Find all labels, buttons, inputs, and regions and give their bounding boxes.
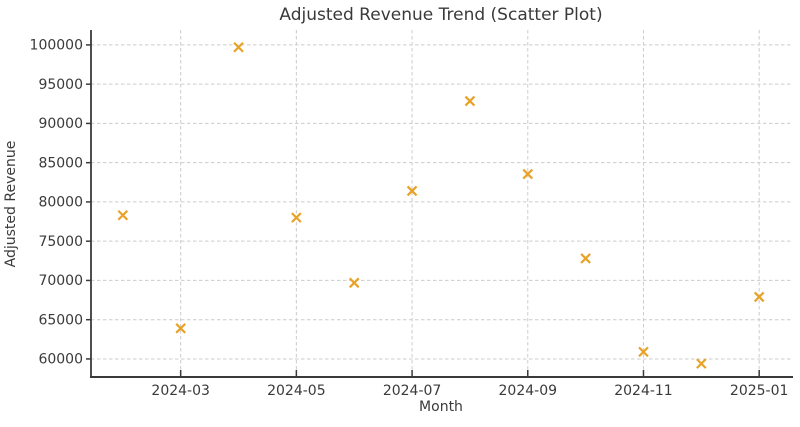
- x-marker-stroke: [291, 212, 302, 223]
- y-tick-label: 70000: [38, 273, 83, 289]
- data-point-2024-08: [464, 95, 476, 107]
- x-marker-stroke: [638, 346, 649, 358]
- y-tick-label: 65000: [38, 312, 83, 328]
- data-point-2024-11: [638, 346, 649, 358]
- x-tick-label: 2024-07: [383, 383, 442, 399]
- data-point-2024-09: [522, 168, 534, 180]
- chart-title: Adjusted Revenue Trend (Scatter Plot): [279, 5, 603, 25]
- x-marker-stroke: [406, 185, 418, 197]
- x-axis-label: Month: [419, 399, 463, 415]
- data-point-2025-01: [753, 291, 765, 303]
- data-point-2024-03: [175, 323, 186, 334]
- x-marker-stroke: [580, 253, 591, 264]
- y-tick-label: 100000: [30, 38, 83, 54]
- x-tick-label: 2024-11: [614, 383, 673, 399]
- y-tick-label: 85000: [38, 155, 83, 171]
- x-tick-label: 2024-03: [151, 383, 210, 399]
- x-marker-stroke: [522, 168, 534, 180]
- x-tick-label: 2024-09: [499, 383, 558, 399]
- y-tick-label: 80000: [38, 195, 83, 211]
- data-point-2024-10: [580, 253, 591, 264]
- x-marker-stroke: [696, 358, 707, 369]
- data-point-2024-04: [233, 41, 244, 53]
- y-tick-label: 60000: [38, 352, 83, 368]
- data-point-2024-02: [117, 209, 129, 221]
- x-marker-stroke: [464, 95, 476, 107]
- data-point-2024-07: [406, 185, 418, 197]
- x-tick-label: 2024-05: [267, 383, 326, 399]
- x-marker-stroke: [348, 277, 360, 289]
- x-marker-stroke: [175, 323, 186, 334]
- x-tick-label: 2025-01: [730, 383, 789, 399]
- data-point-2024-05: [291, 212, 302, 223]
- x-marker-stroke: [233, 41, 244, 53]
- y-tick-label: 90000: [38, 116, 83, 132]
- data-point-2024-12: [696, 358, 707, 369]
- y-tick-label: 75000: [38, 234, 83, 250]
- data-point-2024-06: [348, 277, 360, 289]
- y-tick-label: 95000: [38, 77, 83, 93]
- x-marker-stroke: [753, 291, 765, 303]
- x-marker-stroke: [117, 209, 129, 221]
